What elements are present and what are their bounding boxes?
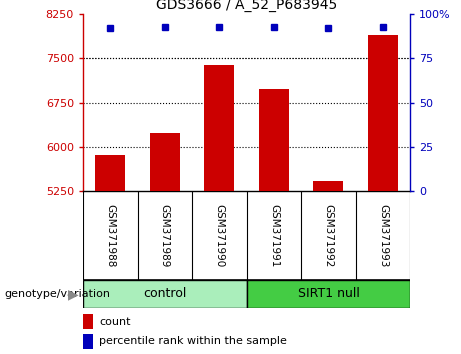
Bar: [368, 35, 398, 191]
Bar: [247, 280, 410, 308]
Text: GSM371989: GSM371989: [160, 204, 170, 267]
Bar: [83, 280, 247, 308]
Bar: [83, 314, 93, 329]
Title: GDS3666 / A_52_P683945: GDS3666 / A_52_P683945: [156, 0, 337, 12]
Bar: [95, 155, 125, 191]
Text: GSM371988: GSM371988: [105, 204, 115, 267]
Text: count: count: [99, 316, 131, 327]
Bar: [204, 65, 234, 191]
Text: GSM371992: GSM371992: [324, 204, 333, 267]
Text: GSM371993: GSM371993: [378, 204, 388, 267]
Bar: [259, 89, 289, 191]
Text: ▶: ▶: [68, 287, 79, 301]
Bar: [150, 133, 180, 191]
Text: SIRT1 null: SIRT1 null: [297, 287, 360, 300]
Text: percentile rank within the sample: percentile rank within the sample: [99, 336, 287, 346]
Bar: [83, 334, 93, 348]
Text: GSM371990: GSM371990: [214, 204, 225, 267]
Text: GSM371991: GSM371991: [269, 204, 279, 267]
Bar: [313, 181, 343, 191]
Text: control: control: [143, 287, 187, 300]
Text: genotype/variation: genotype/variation: [5, 289, 111, 299]
